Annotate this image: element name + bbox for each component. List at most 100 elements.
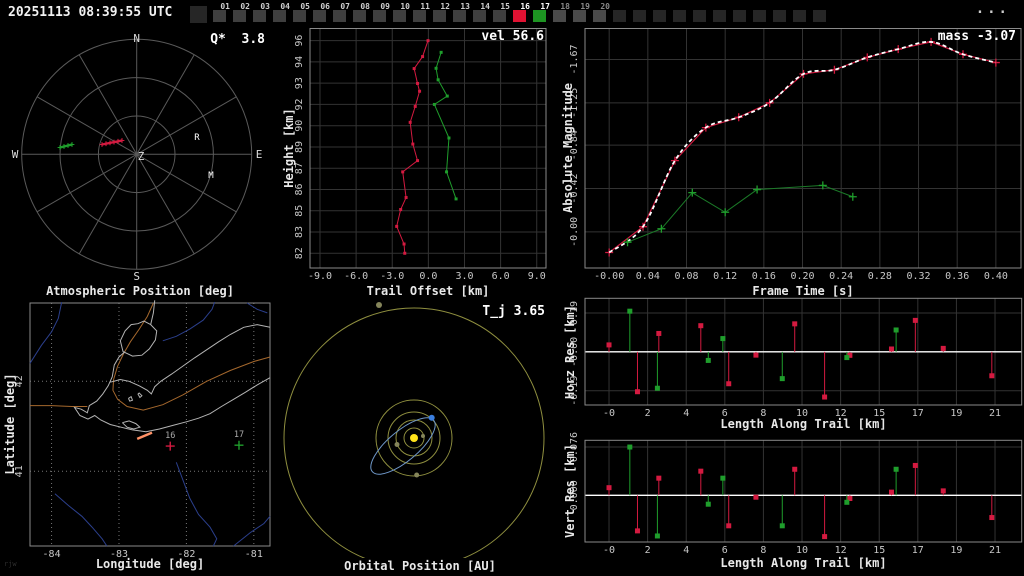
atmospheric-position-panel: N S E W Z R M Q* 3.8 Atmospheric Position [deg… xyxy=(0,28,280,300)
frame-button-empty-23[interactable] xyxy=(653,10,666,22)
frame-button-17[interactable]: 17 xyxy=(533,3,550,22)
frame-button-15[interactable]: 15 xyxy=(493,3,510,22)
svg-text:-0.19: -0.19 xyxy=(569,376,580,406)
svg-text:S: S xyxy=(133,270,140,283)
frame-button-empty-31[interactable] xyxy=(813,10,826,22)
svg-text:0.28: 0.28 xyxy=(868,271,892,282)
svg-text:12: 12 xyxy=(835,408,847,419)
svg-text:0.16: 0.16 xyxy=(752,271,776,282)
svg-text:0.0: 0.0 xyxy=(419,271,437,282)
svg-text:6: 6 xyxy=(722,408,728,419)
lightcurve-panel: -0.00 0.04 0.08 0.12 0.16 0.20 0.24 0.28 0.32 0.3… xyxy=(560,28,1024,300)
svg-text:-82: -82 xyxy=(177,549,195,558)
svg-text:15: 15 xyxy=(873,545,885,556)
vert-residuals-plot: -0 2 4 6 8 10 12 15 17 19 21 0.076 0.000 xyxy=(569,432,1023,556)
frame-button-empty-24[interactable] xyxy=(673,10,686,22)
q-reciprocal-value: Q* 3.8 xyxy=(210,32,265,47)
frame-button-empty-21[interactable] xyxy=(613,10,626,22)
frame-button-13[interactable]: 13 xyxy=(453,3,470,22)
svg-text:92: 92 xyxy=(294,98,305,110)
frame-button-08[interactable]: 08 xyxy=(353,3,370,22)
svg-text:21: 21 xyxy=(989,545,1001,556)
frame-button-empty-22[interactable] xyxy=(633,10,646,22)
frame-button-14[interactable]: 14 xyxy=(473,3,490,22)
svg-text:0.08: 0.08 xyxy=(674,271,698,282)
frame-button-19[interactable]: 19 xyxy=(573,3,590,22)
svg-text:2: 2 xyxy=(645,545,651,556)
frame-button-16[interactable]: 16 xyxy=(513,3,530,22)
svg-text:-1.25: -1.25 xyxy=(569,88,580,118)
svg-text:-3.0: -3.0 xyxy=(380,271,404,282)
svg-text:89: 89 xyxy=(294,141,305,153)
horz-length-axis-title: Length Along Trail [km] xyxy=(720,417,887,431)
frame-button-empty-30[interactable] xyxy=(793,10,806,22)
frame-button-11[interactable]: 11 xyxy=(413,3,430,22)
frame-button-02[interactable]: 02 xyxy=(233,3,250,22)
svg-text:0.32: 0.32 xyxy=(906,271,930,282)
sun-dot xyxy=(410,434,418,442)
svg-text:W: W xyxy=(12,148,19,161)
svg-text:42: 42 xyxy=(14,375,25,387)
svg-text:-0.00: -0.00 xyxy=(594,271,624,282)
svg-text:-81: -81 xyxy=(245,549,263,558)
svg-text:0.000: 0.000 xyxy=(569,480,580,510)
svg-text:10: 10 xyxy=(796,408,808,419)
frame-button-12[interactable]: 12 xyxy=(433,3,450,22)
longitude-axis-title: Longitude [deg] xyxy=(95,557,205,571)
frame-button-10[interactable]: 10 xyxy=(393,3,410,22)
orbital-position-title: Orbital Position [AU] xyxy=(344,559,496,573)
svg-text:19: 19 xyxy=(950,545,962,556)
svg-text:8: 8 xyxy=(760,545,766,556)
frame-number-label: 19 xyxy=(580,2,590,11)
frame-button-01[interactable]: 01 xyxy=(213,3,230,22)
frame-button-18[interactable]: 18 xyxy=(553,3,570,22)
tisserand-value: T_j 3.65 xyxy=(482,304,545,319)
frame-number-label: 13 xyxy=(460,2,470,11)
trail-offset-plot: -9.0 -6.0 -3.0 0.0 3.0 6.0 9.0 96 94 93 92 90 89 87 86… xyxy=(294,28,547,282)
frame-button-06[interactable]: 06 xyxy=(313,3,330,22)
svg-text:-83: -83 xyxy=(110,549,128,558)
frame-number-label: 05 xyxy=(300,2,310,11)
frame-number-label: 04 xyxy=(280,2,290,11)
frame-button-09[interactable]: 09 xyxy=(373,3,390,22)
atmospheric-position-title: Atmospheric Position [deg] xyxy=(46,284,234,298)
frame-button-03[interactable]: 03 xyxy=(253,3,270,22)
frame-button-empty-25[interactable] xyxy=(693,10,706,22)
horz-residuals-panel: -0 2 4 6 8 10 12 15 17 19 21 0.19 -0.00 -0.19 Length … xyxy=(560,288,1024,432)
frame-button-empty-27[interactable] xyxy=(733,10,746,22)
frame-number-label: 01 xyxy=(220,2,230,11)
ground-map-plot: -84 -83 -82 -81 42 41 16 17 xyxy=(14,300,271,558)
frame-button-04[interactable]: 04 xyxy=(273,3,290,22)
frame-number-label: 17 xyxy=(540,2,550,11)
frame-number-label: 06 xyxy=(320,2,330,11)
frame-button-empty-28[interactable] xyxy=(753,10,766,22)
frame-button-empty-29[interactable] xyxy=(773,10,786,22)
frame-button-20[interactable]: 20 xyxy=(593,3,610,22)
watermark: rjw xyxy=(4,560,17,568)
svg-text:17: 17 xyxy=(912,545,924,556)
frame-button-empty-26[interactable] xyxy=(713,10,726,22)
svg-text:N: N xyxy=(133,32,140,45)
svg-text:R: R xyxy=(194,133,200,143)
svg-text:17: 17 xyxy=(234,430,244,440)
frame-button-05[interactable]: 05 xyxy=(293,3,310,22)
horz-res-axis-title: Horz Res [km] xyxy=(563,305,577,399)
svg-text:-9.0: -9.0 xyxy=(308,271,332,282)
svg-text:-0.00: -0.00 xyxy=(569,217,580,247)
svg-text:15: 15 xyxy=(873,408,885,419)
svg-text:21: 21 xyxy=(989,408,1001,419)
frame-number-label: 18 xyxy=(560,2,570,11)
frame-number-label: 14 xyxy=(480,2,490,11)
overflow-menu-button[interactable]: ... xyxy=(975,1,1010,17)
svg-text:0.04: 0.04 xyxy=(636,271,660,282)
svg-text:-0: -0 xyxy=(603,408,615,419)
frame-number-label: 12 xyxy=(440,2,450,11)
svg-text:82: 82 xyxy=(294,247,305,259)
svg-text:17: 17 xyxy=(912,408,924,419)
svg-text:9.0: 9.0 xyxy=(528,271,546,282)
frame-button-07[interactable]: 07 xyxy=(333,3,350,22)
frame-selector-bar: 20251113 08:39:55 UTC 01 02 03 04 05 06 07 08 09… xyxy=(0,0,1024,28)
frame-button-lead[interactable] xyxy=(190,6,207,23)
velocity-value: vel 56.6 xyxy=(481,29,544,44)
